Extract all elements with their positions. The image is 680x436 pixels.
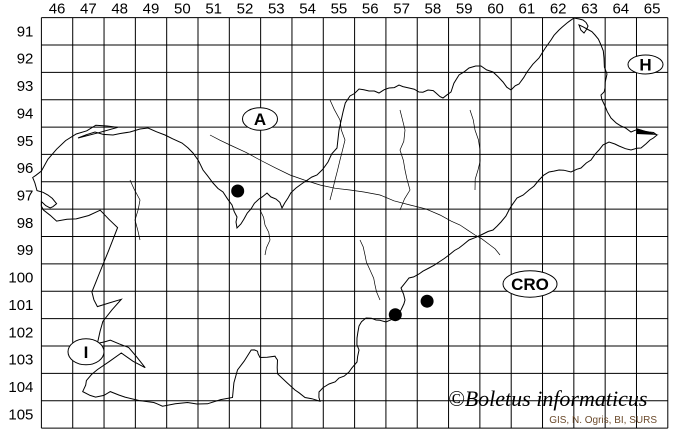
svg-text:105: 105: [8, 406, 33, 423]
svg-text:47: 47: [80, 1, 97, 18]
svg-text:65: 65: [644, 1, 661, 18]
svg-text:H: H: [639, 56, 651, 75]
svg-text:63: 63: [581, 1, 598, 18]
svg-text:103: 103: [8, 352, 33, 369]
svg-text:104: 104: [8, 379, 33, 396]
svg-text:95: 95: [17, 133, 34, 150]
svg-text:49: 49: [143, 1, 160, 18]
svg-text:59: 59: [456, 1, 473, 18]
svg-text:50: 50: [174, 1, 191, 18]
svg-text:64: 64: [612, 1, 629, 18]
svg-text:100: 100: [8, 270, 33, 287]
svg-text:99: 99: [17, 242, 34, 259]
svg-text:101: 101: [8, 297, 33, 314]
svg-text:52: 52: [237, 1, 254, 18]
svg-text:60: 60: [487, 1, 504, 18]
svg-text:A: A: [254, 110, 266, 129]
svg-text:96: 96: [17, 160, 34, 177]
svg-text:62: 62: [550, 1, 567, 18]
svg-text:55: 55: [331, 1, 348, 18]
svg-text:CRO: CRO: [511, 275, 549, 294]
svg-text:54: 54: [299, 1, 316, 18]
svg-text:©Boletus informaticus: ©Boletus informaticus: [448, 386, 647, 411]
svg-text:57: 57: [393, 1, 410, 18]
svg-text:93: 93: [17, 78, 34, 95]
svg-text:94: 94: [17, 105, 34, 122]
svg-text:92: 92: [17, 51, 34, 68]
svg-text:98: 98: [17, 215, 34, 232]
svg-text:53: 53: [268, 1, 285, 18]
svg-text:GIS, N. Ogris, BI, SURS: GIS, N. Ogris, BI, SURS: [549, 415, 657, 426]
svg-text:48: 48: [111, 1, 128, 18]
svg-text:61: 61: [519, 1, 536, 18]
svg-text:51: 51: [205, 1, 222, 18]
svg-text:I: I: [84, 343, 89, 362]
svg-text:46: 46: [49, 1, 66, 18]
svg-text:97: 97: [17, 187, 34, 204]
svg-text:91: 91: [17, 23, 34, 40]
svg-text:56: 56: [362, 1, 379, 18]
svg-text:102: 102: [8, 324, 33, 341]
svg-text:58: 58: [425, 1, 442, 18]
